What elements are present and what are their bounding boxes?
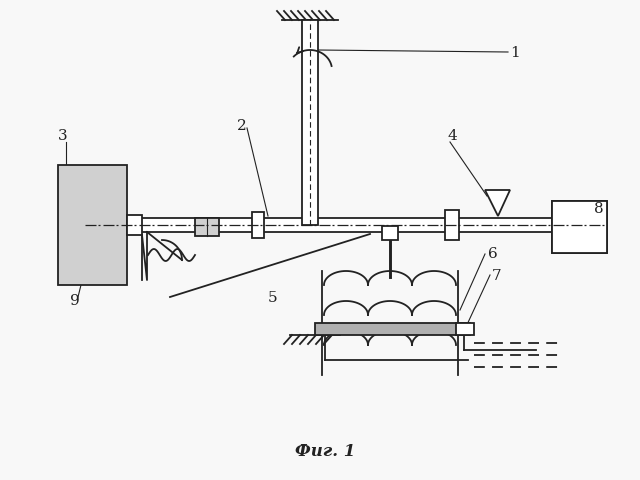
Bar: [127, 215, 142, 235]
Bar: [125, 218, 560, 232]
Bar: [552, 201, 607, 253]
Text: 7: 7: [492, 269, 502, 283]
Text: 6: 6: [488, 247, 498, 261]
Text: Фиг. 1: Фиг. 1: [295, 444, 355, 460]
Bar: [456, 323, 474, 335]
Bar: [195, 218, 219, 236]
Bar: [445, 210, 459, 240]
Text: 9: 9: [70, 294, 80, 308]
Text: 2: 2: [237, 119, 247, 133]
Text: 4: 4: [448, 129, 458, 143]
Bar: [252, 212, 264, 238]
Text: 3: 3: [58, 129, 68, 143]
Bar: [382, 226, 398, 240]
Text: 8: 8: [594, 202, 604, 216]
Bar: [552, 201, 607, 253]
Bar: [58, 165, 127, 285]
Text: 5: 5: [268, 291, 278, 305]
Bar: [315, 323, 470, 335]
Text: 1: 1: [510, 46, 520, 60]
Bar: [302, 20, 318, 225]
Polygon shape: [485, 190, 510, 216]
